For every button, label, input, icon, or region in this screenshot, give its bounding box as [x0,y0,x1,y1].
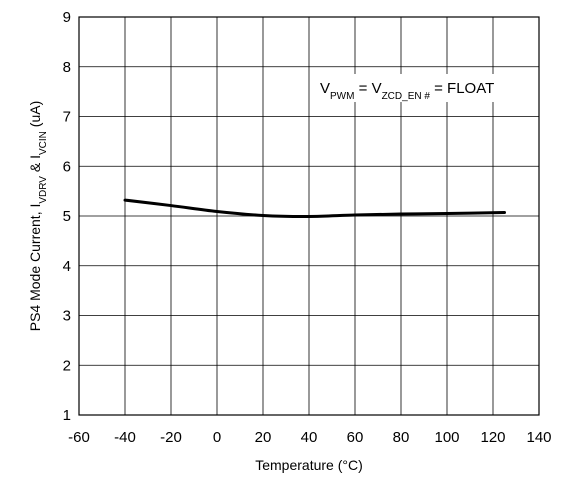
x-tick-label: 20 [255,429,272,446]
condition-annotation: VPWM = VZCD_EN # = FLOAT [320,80,494,102]
annotation-sub2: ZCD_EN # [382,91,431,102]
x-axis-label: Temperature (°C) [255,457,363,473]
y-tick-labels: 1 2 3 4 5 6 7 8 9 [63,9,71,424]
y-tick-label: 6 [63,158,71,175]
y-axis-label-suffix: (uA) [27,101,43,131]
x-tick-label: 0 [213,429,221,446]
y-tick-label: 5 [63,208,71,225]
x-tick-label: 80 [393,429,410,446]
y-axis-label-prefix: PS4 Mode Current, I [27,204,43,332]
x-tick-label: -60 [68,429,90,446]
annotation-v1: V [320,80,330,97]
y-tick-label: 1 [63,407,71,424]
annotation-background [315,74,527,102]
x-tick-label: -20 [160,429,182,446]
y-axis-label-sub1: VDRV [38,176,49,204]
y-tick-label: 3 [63,308,71,325]
y-tick-label: 2 [63,357,71,374]
x-tick-labels: -60 -40 -20 0 20 40 60 80 100 120 140 [68,429,551,446]
y-tick-label: 9 [63,9,71,26]
y-axis-label-mid: & I [27,155,43,176]
y-tick-label: 7 [63,109,71,126]
annotation-eq1: = V [354,80,381,97]
annotation-eq2: = FLOAT [430,80,494,97]
y-axis-label: PS4 Mode Current, IVDRV & IVCIN (uA) [27,101,49,332]
series-layer [123,198,506,219]
y-axis-label-sub2: VCIN [38,131,49,155]
x-tick-label: -40 [114,429,136,446]
series-line [123,198,506,219]
y-tick-label: 8 [63,59,71,76]
plot-frame [78,16,540,416]
x-tick-label: 120 [480,429,505,446]
annotation-sub1: PWM [330,91,354,102]
x-tick-label: 40 [301,429,318,446]
x-tick-label: 60 [347,429,364,446]
y-tick-label: 4 [63,258,71,275]
x-tick-label: 140 [526,429,551,446]
x-tick-label: 100 [434,429,459,446]
